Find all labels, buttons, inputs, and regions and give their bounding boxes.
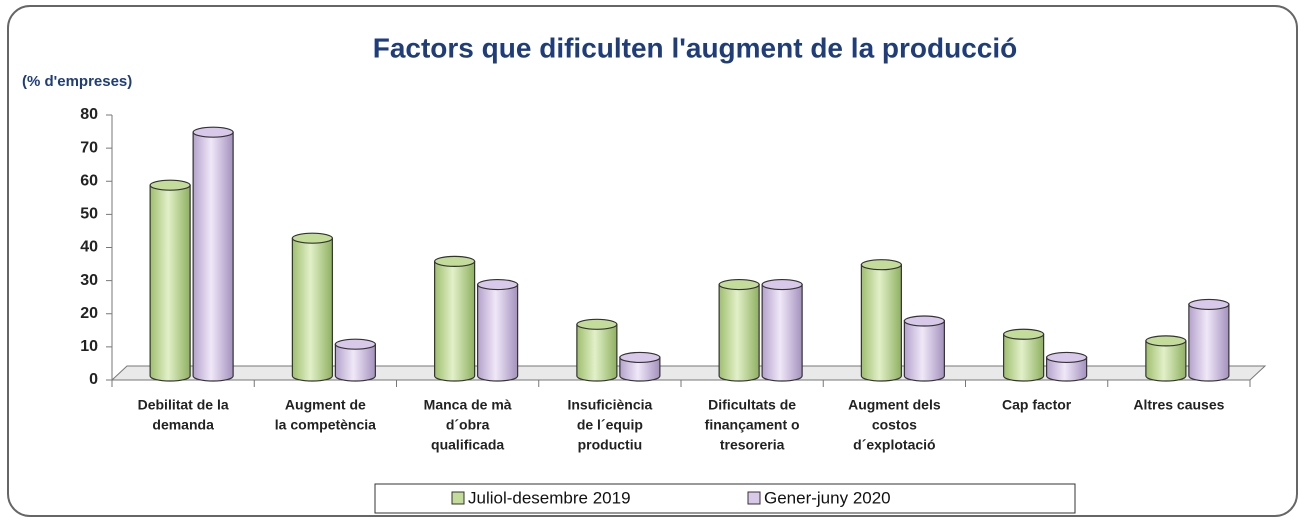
floor <box>110 365 1267 381</box>
bar <box>149 184 191 382</box>
bar-top <box>434 255 476 267</box>
legend-swatch <box>451 491 465 505</box>
x-tick-label: Debilitat de la <box>138 397 229 413</box>
bar-top <box>576 318 618 330</box>
x-tick-label: demanda <box>152 417 214 433</box>
x-tick-label: Augment de <box>285 397 366 413</box>
bar <box>1145 340 1187 382</box>
bar-top <box>477 278 519 291</box>
bar-top <box>761 278 803 291</box>
y-tick-label: 40 <box>80 239 98 256</box>
x-tick-label: d´explotació <box>853 437 935 453</box>
x-tick-label: costos <box>872 417 917 433</box>
x-tick-label: finançament o <box>705 417 800 433</box>
bar <box>903 320 945 382</box>
bar-top <box>192 126 234 138</box>
legend-swatch <box>747 491 761 505</box>
chart-title: Factors que dificulten l'augment de la p… <box>373 32 1018 63</box>
x-tick-label: Augment dels <box>848 397 941 413</box>
bar <box>1003 333 1045 382</box>
bar-top <box>903 315 945 327</box>
bar <box>619 356 661 382</box>
x-tick-label: d´obra <box>446 417 490 433</box>
y-tick-label: 60 <box>80 172 98 189</box>
bar <box>291 237 333 382</box>
bar <box>334 343 376 382</box>
x-tick-label: la competència <box>275 417 376 433</box>
bar-top <box>149 179 191 191</box>
x-tick-label: tresoreria <box>720 437 785 453</box>
x-tick-label: de l´equip <box>577 417 643 433</box>
x-tick-label: productiu <box>578 437 643 453</box>
legend-label: Gener-juny 2020 <box>764 488 891 507</box>
bar-top <box>334 338 376 350</box>
bar-top <box>1003 328 1045 340</box>
bar <box>192 131 234 382</box>
bar <box>576 323 618 382</box>
legend <box>374 483 1076 514</box>
y-tick-label: 10 <box>80 338 98 355</box>
y-tick-label: 80 <box>80 106 98 123</box>
bar-top <box>619 351 661 364</box>
bar-top <box>718 278 760 291</box>
legend-label: Juliol-desembre 2019 <box>468 488 631 507</box>
bar <box>477 283 519 382</box>
bar <box>718 283 760 382</box>
y-tick-label: 0 <box>89 371 98 388</box>
bar-top <box>1188 298 1230 311</box>
bar-top <box>291 232 333 244</box>
bar-top <box>1145 335 1187 347</box>
y-tick-label: 50 <box>80 206 98 223</box>
y-axis-label: (% d'empreses) <box>22 73 132 90</box>
bar-top <box>1046 351 1088 364</box>
bar <box>761 283 803 382</box>
frame <box>7 5 1298 517</box>
x-tick-label: Altres causes <box>1133 397 1224 413</box>
x-tick-label: Insuficiència <box>567 397 652 413</box>
x-tick-label: qualificada <box>431 437 504 453</box>
y-tick-label: 20 <box>80 305 98 322</box>
bar-top <box>860 259 902 271</box>
x-tick-label: Manca de mà <box>424 397 512 413</box>
y-tick-label: 70 <box>80 139 98 156</box>
x-tick-label: Dificultats de <box>708 397 796 413</box>
y-tick-label: 30 <box>80 272 98 289</box>
x-tick-label: Cap factor <box>1002 397 1072 413</box>
bar <box>860 264 902 382</box>
bar <box>434 260 476 382</box>
bar <box>1046 356 1088 382</box>
bar <box>1188 303 1230 382</box>
